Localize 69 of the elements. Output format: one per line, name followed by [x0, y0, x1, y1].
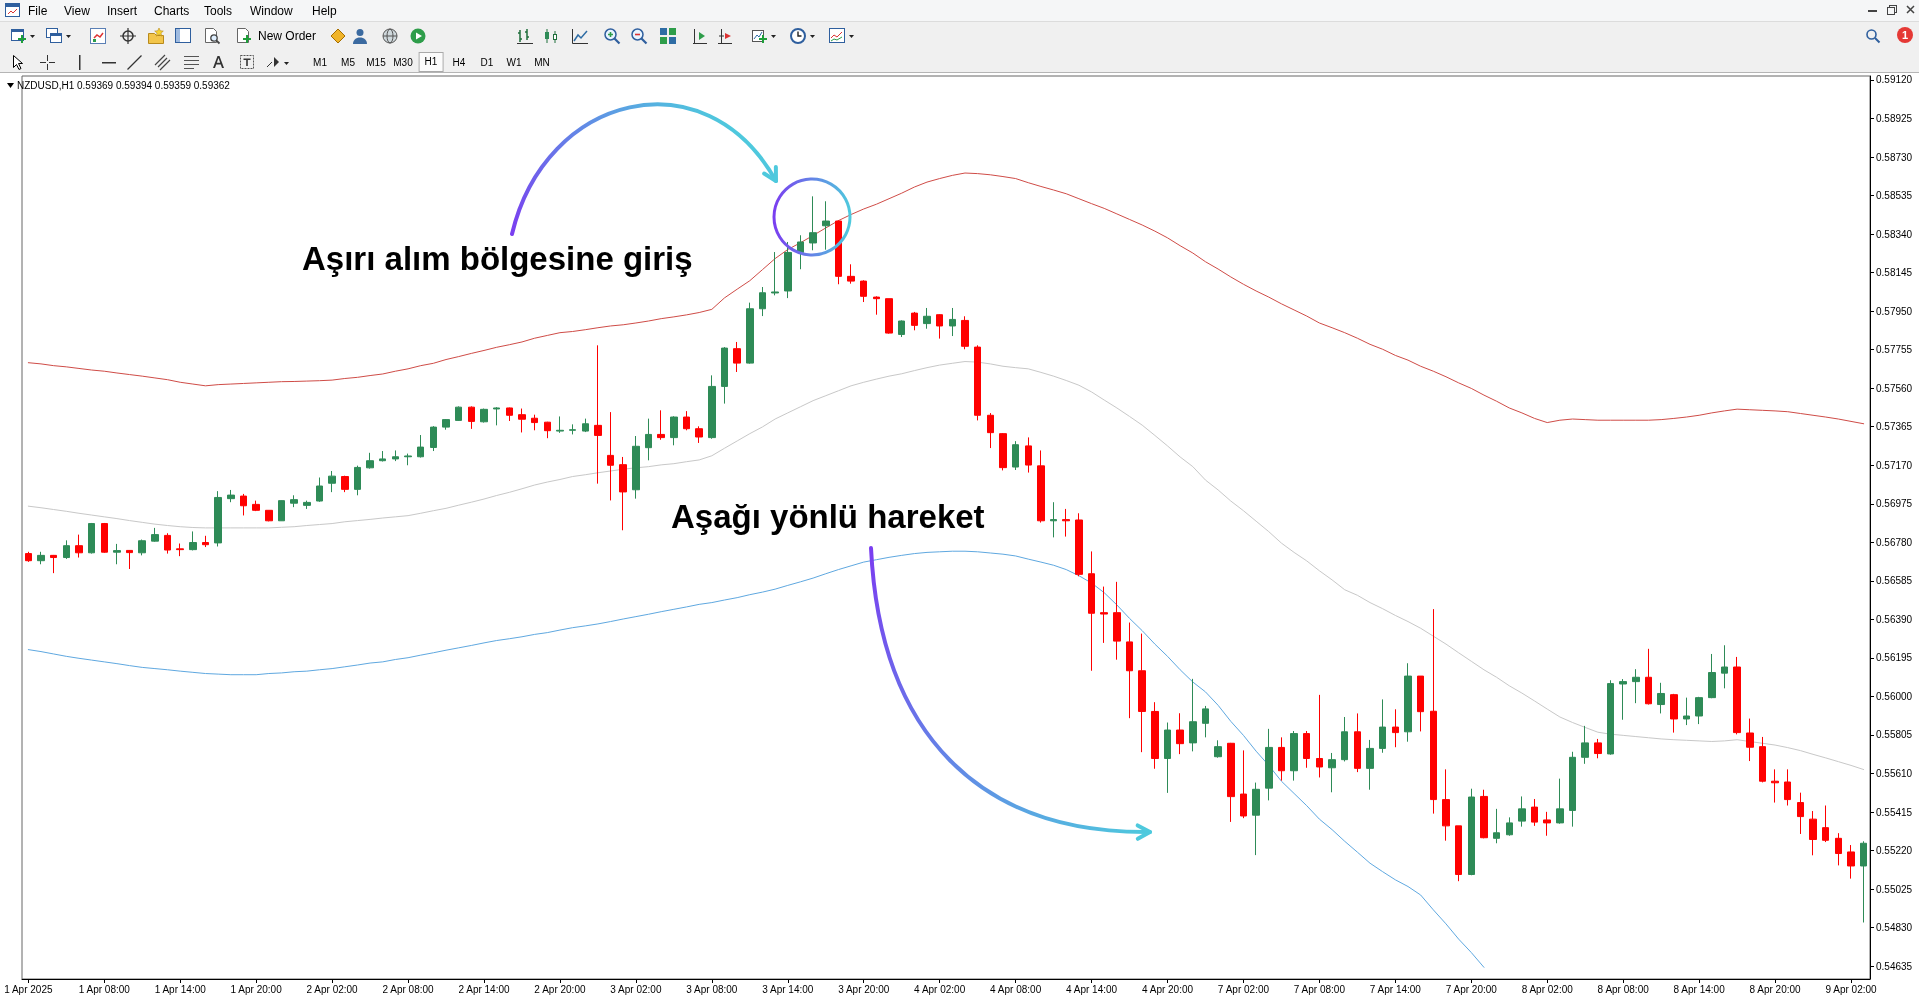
- y-tick-label: 0.59120: [1876, 74, 1913, 86]
- text: Tools: [204, 4, 233, 18]
- x-tick-label: 4 Apr 08:00: [990, 983, 1042, 995]
- x-tick-label: 2 Apr 08:00: [382, 983, 435, 995]
- y-tick-label: 0.55415: [1876, 806, 1913, 818]
- text: W1: [506, 57, 522, 68]
- annotation: Aşırı alım bölgesine giriş: [302, 239, 693, 277]
- x-tick-label: 8 Apr 20:00: [1749, 983, 1802, 995]
- y-tick-label: 0.57560: [1876, 382, 1913, 394]
- x-tick-label: 8 Apr 14:00: [1673, 983, 1726, 995]
- y-tick-label: 0.58730: [1876, 151, 1913, 163]
- text: M15: [366, 57, 386, 68]
- y-tick-label: 0.55025: [1876, 883, 1913, 895]
- text: File: [28, 4, 48, 18]
- text: D1: [480, 57, 494, 68]
- x-tick-label: 1 Apr 14:00: [154, 983, 207, 995]
- x-tick-label: 3 Apr 20:00: [838, 983, 890, 995]
- x-tick-label: 9 Apr 02:00: [1825, 983, 1878, 995]
- y-tick-label: 0.55610: [1876, 768, 1913, 779]
- chart-title: NZDUSD,H1 0.59369 0.59394 0.59359 0.59362: [17, 79, 231, 91]
- y-tick-label: 0.54830: [1876, 922, 1913, 934]
- y-tick-label: 0.57950: [1876, 305, 1913, 317]
- y-tick-label: 0.56780: [1876, 536, 1913, 548]
- y-tick-label: 0.56585: [1876, 575, 1913, 587]
- text: Help: [312, 4, 337, 18]
- text: Window: [250, 4, 293, 18]
- y-tick-label: 0.58925: [1876, 112, 1913, 124]
- x-tick-label: 8 Apr 08:00: [1597, 983, 1650, 995]
- text: Insert: [107, 4, 138, 18]
- x-tick-label: 4 Apr 02:00: [914, 983, 966, 995]
- text: M5: [341, 57, 355, 68]
- y-tick-label: 0.56975: [1876, 498, 1913, 510]
- text: H4: [452, 57, 466, 68]
- x-tick-label: 7 Apr 02:00: [1217, 983, 1270, 995]
- x-tick-label: 7 Apr 14:00: [1369, 983, 1422, 995]
- y-tick-label: 0.57170: [1876, 459, 1913, 471]
- y-tick-label: 0.56000: [1876, 690, 1913, 702]
- text: New Order: [258, 29, 317, 43]
- annotation: Aşağı yönlü hareket: [671, 497, 985, 535]
- x-tick-label: 7 Apr 08:00: [1293, 983, 1346, 995]
- y-tick-label: 0.55220: [1876, 845, 1913, 857]
- x-tick-label: 2 Apr 14:00: [458, 983, 511, 995]
- x-tick-label: 3 Apr 14:00: [762, 983, 814, 995]
- y-tick-label: 0.57365: [1876, 421, 1913, 433]
- y-tick-label: 0.57755: [1876, 344, 1913, 356]
- y-tick-label: 0.55805: [1876, 729, 1913, 741]
- x-tick-label: 3 Apr 08:00: [686, 983, 738, 995]
- x-tick-label: 3 Apr 02:00: [610, 983, 662, 995]
- y-tick-label: 0.58535: [1876, 190, 1913, 202]
- y-tick-label: 0.56390: [1876, 613, 1913, 625]
- x-tick-label: 1 Apr 20:00: [230, 983, 283, 995]
- text: Charts: [154, 4, 190, 18]
- x-tick-label: 1 Apr 2025: [4, 983, 53, 995]
- x-tick-label: 2 Apr 20:00: [534, 983, 586, 995]
- y-tick-label: 0.56195: [1876, 652, 1913, 664]
- x-tick-label: 1 Apr 08:00: [78, 983, 131, 995]
- x-tick-label: 8 Apr 02:00: [1521, 983, 1574, 995]
- text: M30: [393, 57, 413, 68]
- text: MN: [534, 57, 550, 68]
- text: H1: [418, 52, 444, 72]
- text: M1: [313, 57, 327, 68]
- x-tick-label: 4 Apr 20:00: [1141, 983, 1194, 995]
- x-tick-label: 2 Apr 02:00: [306, 983, 359, 995]
- x-tick-label: 7 Apr 20:00: [1445, 983, 1498, 995]
- y-tick-label: 0.58145: [1876, 267, 1913, 279]
- y-tick-label: 0.54635: [1876, 960, 1913, 972]
- y-tick-label: 0.58340: [1876, 228, 1913, 240]
- x-tick-label: 4 Apr 14:00: [1065, 983, 1118, 995]
- text: View: [64, 4, 90, 18]
